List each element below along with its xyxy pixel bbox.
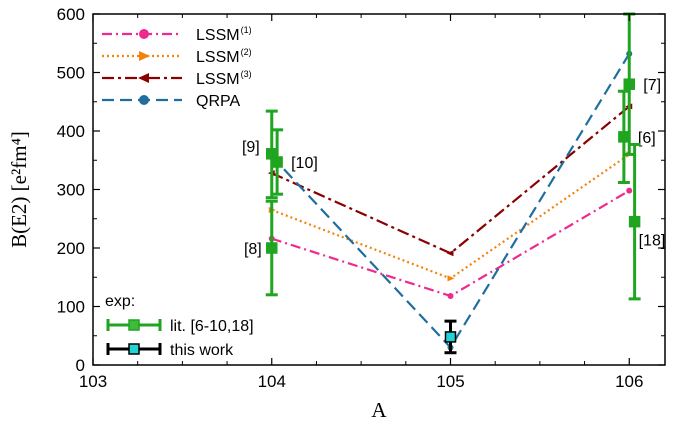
exp-series-1: [444, 319, 457, 355]
exp-point: [10]: [271, 128, 318, 196]
point-annotation: [10]: [291, 155, 318, 172]
y-tick-label: 200: [57, 239, 85, 258]
exp-marker: [444, 331, 457, 343]
point-annotation: [9]: [242, 139, 260, 156]
series-line: [270, 53, 631, 350]
exp-point: [9]: [242, 109, 278, 200]
series-1: [268, 151, 634, 282]
exp-point: [18]: [628, 142, 666, 301]
series-point: [446, 250, 454, 257]
plot-frame: [92, 13, 666, 366]
series-point: [626, 187, 633, 194]
legend-marker: [139, 95, 149, 105]
y-tick-label: 500: [57, 64, 85, 83]
legend-label: LSSM: [196, 27, 240, 44]
series-point: [447, 292, 454, 299]
legend-exp-item-0: lit. [6-10,18]: [106, 318, 254, 335]
legend-item-3: QRPA: [102, 93, 240, 110]
point-annotation: [8]: [244, 241, 262, 258]
y-tick-label: 0: [76, 356, 85, 375]
y-tick-label: 400: [57, 122, 85, 141]
legend-label: LSSM: [196, 71, 240, 88]
y-axis: 0 100 200 300 400 500 600: [57, 5, 665, 375]
legend-exp-marker: [128, 343, 140, 355]
legend-experimental: exp: lit. [6-10,18] this work: [105, 293, 254, 359]
legend-item-1: LSSM (2): [102, 47, 252, 66]
series-line: [271, 105, 630, 255]
exp-marker: [623, 78, 635, 90]
x-tick-label: 103: [79, 372, 107, 391]
legend-superscript: (2): [241, 47, 252, 57]
series-point: [447, 275, 455, 282]
x-tick-label: 104: [258, 372, 286, 391]
legend-label: QRPA: [196, 93, 240, 110]
exp-marker: [628, 215, 641, 228]
x-tick-label: 105: [436, 372, 464, 391]
x-axis-title: A: [371, 398, 387, 422]
point-annotation: [18]: [639, 233, 666, 250]
exp-marker: [618, 131, 630, 143]
legend-item-0: LSSM (1): [102, 25, 252, 44]
point-annotation: [7]: [643, 77, 661, 94]
exp-point: [8]: [244, 199, 278, 297]
point-annotation: [6]: [638, 130, 656, 147]
series-2: [267, 103, 633, 257]
legend-exp-marker: [128, 319, 140, 331]
legend-marker: [139, 29, 149, 39]
exp-point: [444, 319, 457, 355]
legend-exp-label: this work: [170, 342, 234, 359]
y-tick-label: 100: [57, 298, 85, 317]
exp-point: [7]: [623, 12, 661, 156]
legend-model: LSSM (1)LSSM (2)LSSM (3)QRPA: [102, 25, 252, 110]
x-tick-label: 106: [615, 372, 643, 391]
series-3: [268, 50, 633, 351]
y-tick-label: 600: [57, 5, 85, 24]
legend-exp-item-1: this work: [106, 342, 234, 359]
legend-marker: [139, 51, 150, 61]
exp-point: [6]: [617, 89, 656, 184]
legend-exp-title: exp:: [105, 293, 135, 310]
model-series-group: [267, 50, 634, 351]
legend-superscript: (3): [241, 69, 252, 79]
x-axis: 103 104 105 106: [79, 14, 643, 391]
legend-item-2: LSSM (3): [102, 69, 252, 88]
series-0: [268, 187, 633, 299]
legend-exp-label: lit. [6-10,18]: [170, 318, 254, 335]
exp-marker: [271, 156, 283, 168]
y-tick-label: 300: [57, 181, 85, 200]
y-axis-title: B(E2) [e²fm⁴]: [7, 131, 31, 248]
series-line: [271, 153, 630, 280]
exp-series-0: [8] [9] [10] [6] [7] [18]: [242, 12, 666, 301]
experimental-series-group: [8] [9] [10] [6] [7] [18]: [242, 12, 666, 355]
series-line: [271, 189, 630, 298]
legend-label: LSSM: [196, 49, 240, 66]
legend-marker: [138, 73, 149, 83]
exp-marker: [266, 242, 278, 254]
legend-superscript: (1): [241, 25, 252, 35]
